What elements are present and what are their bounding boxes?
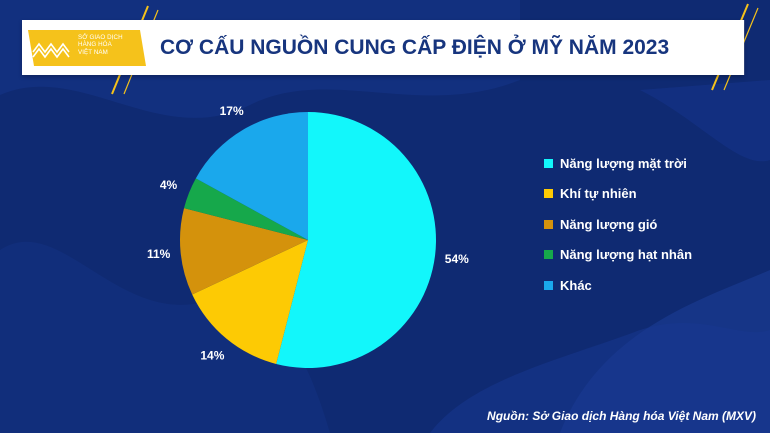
logo-emblem-icon <box>28 30 146 66</box>
legend-swatch-icon <box>544 280 553 290</box>
slice-label-4: 4% <box>160 178 178 192</box>
logo-text: SỞ GIAO DỊCH HÀNG HÓA VIỆT NAM <box>78 34 123 56</box>
pie-slice-3 <box>180 208 308 295</box>
legend-swatch-icon <box>544 219 553 229</box>
legend-swatch-icon <box>544 189 553 199</box>
legend-label: Năng lượng hạt nhân <box>560 247 693 263</box>
slice-label-5: 17% <box>220 104 244 118</box>
legend-swatch-icon <box>544 158 553 168</box>
page-title: CƠ CẤU NGUỒN CUNG CẤP ĐIỆN Ở MỸ NĂM 2023 <box>160 36 670 59</box>
pie-slice-1 <box>276 112 437 368</box>
source-note: Nguồn: Sở Giao dịch Hàng hóa Việt Nam (M… <box>487 409 756 423</box>
legend-label: Khí tự nhiên <box>560 186 637 202</box>
legend-item: Năng lượng hạt nhân <box>544 240 754 271</box>
legend-item: Khác <box>544 270 754 301</box>
mxv-logo: SỞ GIAO DỊCH HÀNG HÓA VIỆT NAM <box>28 30 146 66</box>
pie-slice-5 <box>195 112 308 240</box>
legend-label: Năng lượng gió <box>560 216 658 232</box>
legend-item: Năng lượng mặt trời <box>544 148 754 179</box>
legend-item: Năng lượng gió <box>544 209 754 240</box>
slice-label-2: 14% <box>200 349 224 363</box>
legend-label: Khác <box>560 277 592 293</box>
pie-slice-4 <box>184 178 308 240</box>
legend-label: Năng lượng mặt trời <box>560 155 687 171</box>
slice-label-1: 54% <box>445 252 469 266</box>
slice-label-3: 11% <box>147 247 171 261</box>
legend-swatch-icon <box>544 250 553 260</box>
chart-legend: Năng lượng mặt trời Khí tự nhiên Năng lượn… <box>544 148 754 301</box>
pie-slice-2 <box>192 240 308 364</box>
legend-item: Khí tự nhiên <box>544 179 754 210</box>
